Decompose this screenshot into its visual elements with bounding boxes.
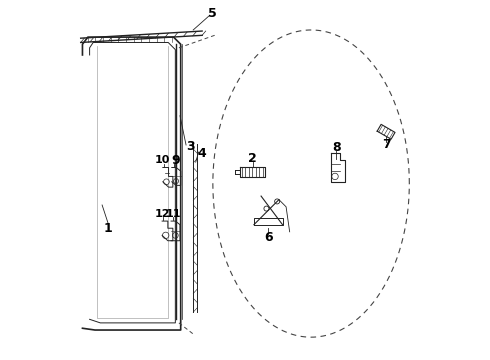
Circle shape <box>172 233 178 238</box>
Text: 2: 2 <box>248 152 257 165</box>
Text: 5: 5 <box>208 8 217 21</box>
Text: 10: 10 <box>155 156 171 165</box>
Text: 4: 4 <box>197 147 206 160</box>
Circle shape <box>173 179 178 184</box>
Text: 6: 6 <box>264 231 272 244</box>
Text: 11: 11 <box>166 209 182 219</box>
Circle shape <box>164 179 169 185</box>
Circle shape <box>275 199 280 204</box>
Text: 8: 8 <box>332 141 341 154</box>
Text: 7: 7 <box>382 139 391 152</box>
Circle shape <box>163 232 169 239</box>
Text: 12: 12 <box>154 209 170 219</box>
Text: 9: 9 <box>172 154 180 167</box>
Circle shape <box>332 173 338 180</box>
Text: 1: 1 <box>103 222 112 235</box>
Text: 3: 3 <box>186 140 195 153</box>
Circle shape <box>264 206 269 211</box>
